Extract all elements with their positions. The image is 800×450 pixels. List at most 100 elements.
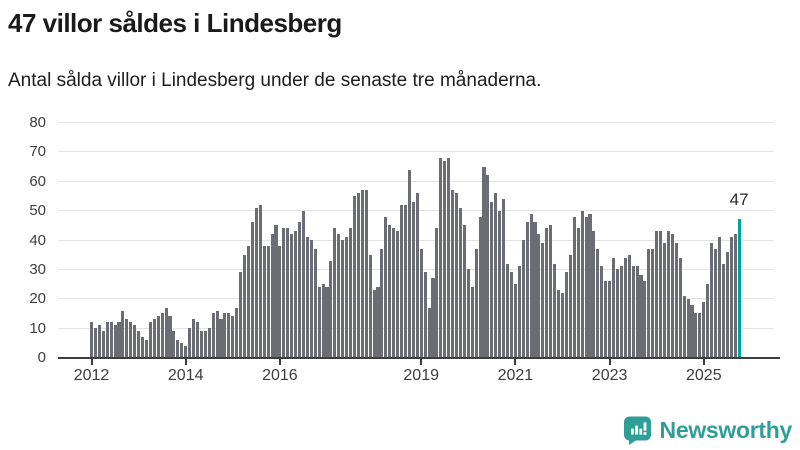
- bar: [227, 313, 231, 358]
- bar: [125, 319, 129, 358]
- bar: [686, 298, 690, 358]
- x-axis-tick: [184, 359, 187, 365]
- bar: [635, 266, 639, 358]
- bar: [250, 222, 254, 358]
- bar: [725, 251, 729, 358]
- bar: [439, 157, 443, 358]
- bar: [682, 295, 686, 358]
- bar: [604, 281, 608, 358]
- bar: [670, 234, 674, 358]
- x-axis-tick-label: 2014: [167, 367, 204, 384]
- bar: [647, 248, 651, 358]
- bar: [529, 213, 533, 358]
- bar: [309, 240, 313, 358]
- bar: [313, 248, 317, 358]
- bar: [97, 325, 101, 358]
- bar: [337, 234, 341, 358]
- bar: [643, 281, 647, 358]
- x-axis-tick-label: 2025: [686, 367, 722, 384]
- bar: [659, 231, 663, 358]
- x-axis-tick: [702, 359, 705, 365]
- y-axis-tick-label: 40: [29, 231, 46, 249]
- bar: [258, 204, 262, 358]
- x-axis-tick-label: 2012: [73, 367, 110, 384]
- bar: [207, 328, 211, 358]
- bar: [231, 316, 235, 358]
- bar: [325, 287, 329, 358]
- bar: [168, 316, 172, 358]
- x-axis-tick: [514, 359, 517, 365]
- gridline: [58, 180, 774, 182]
- bar: [329, 260, 333, 358]
- bar: [282, 228, 286, 358]
- bar: [627, 254, 631, 358]
- bar: [243, 254, 247, 358]
- bar: [588, 213, 592, 358]
- bar: [639, 275, 643, 358]
- gridline: [58, 151, 774, 153]
- bar: [466, 269, 470, 358]
- newsworthy-logo[interactable]: Newsworthy: [622, 415, 792, 446]
- bar: [674, 242, 678, 358]
- page-title: 47 villor såldes i Lindesberg: [8, 8, 342, 38]
- bar: [121, 310, 125, 358]
- bar: [490, 201, 494, 358]
- bar: [376, 287, 380, 358]
- bar: [403, 204, 408, 358]
- bar: [706, 284, 710, 358]
- highlight-value-label: 47: [729, 190, 749, 210]
- bar: [133, 325, 137, 358]
- y-axis-tick-label: 10: [29, 319, 46, 337]
- bar: [93, 328, 97, 358]
- bar: [537, 234, 541, 358]
- bar: [356, 193, 360, 358]
- bar: [372, 289, 376, 358]
- bar: [541, 242, 545, 358]
- bar: [341, 240, 345, 358]
- bar: [631, 266, 635, 358]
- bar: [655, 231, 659, 358]
- bar: [246, 245, 251, 358]
- bar: [584, 216, 588, 358]
- bar: [392, 228, 396, 358]
- bar: [407, 169, 411, 358]
- bar: [580, 210, 584, 358]
- bar: [396, 231, 400, 358]
- x-axis-tick-label: 2023: [591, 367, 628, 384]
- bar: [152, 319, 156, 358]
- bar: [164, 307, 168, 358]
- bar: [611, 257, 616, 358]
- bar: [101, 331, 105, 358]
- bar: [388, 225, 392, 358]
- bar: [572, 216, 576, 358]
- bar: [333, 228, 337, 358]
- bar: [203, 331, 207, 358]
- bar: [560, 292, 565, 358]
- bar: [199, 331, 203, 358]
- bar: [509, 272, 514, 358]
- bar: [215, 310, 219, 358]
- bar: [592, 231, 596, 358]
- bar: [710, 242, 714, 358]
- bar: [286, 228, 290, 358]
- bar: [89, 322, 94, 358]
- bar: [290, 234, 294, 358]
- bar: [345, 237, 349, 358]
- bar: [317, 287, 321, 358]
- x-axis-tick: [278, 359, 281, 365]
- bar: [364, 190, 368, 358]
- bar: [619, 266, 623, 358]
- bar: [301, 210, 305, 358]
- bar: [702, 301, 706, 358]
- bar: [137, 331, 141, 358]
- bar: [140, 336, 145, 358]
- bar-chart-speech-bubble-icon: [622, 415, 653, 446]
- bar: [117, 322, 121, 358]
- bar: [384, 216, 388, 358]
- bar: [188, 328, 192, 358]
- bar: [513, 284, 517, 358]
- bar: [454, 193, 459, 358]
- brand-name: Newsworthy: [659, 417, 793, 443]
- y-axis-tick-label: 0: [37, 349, 46, 366]
- bar: [615, 269, 619, 358]
